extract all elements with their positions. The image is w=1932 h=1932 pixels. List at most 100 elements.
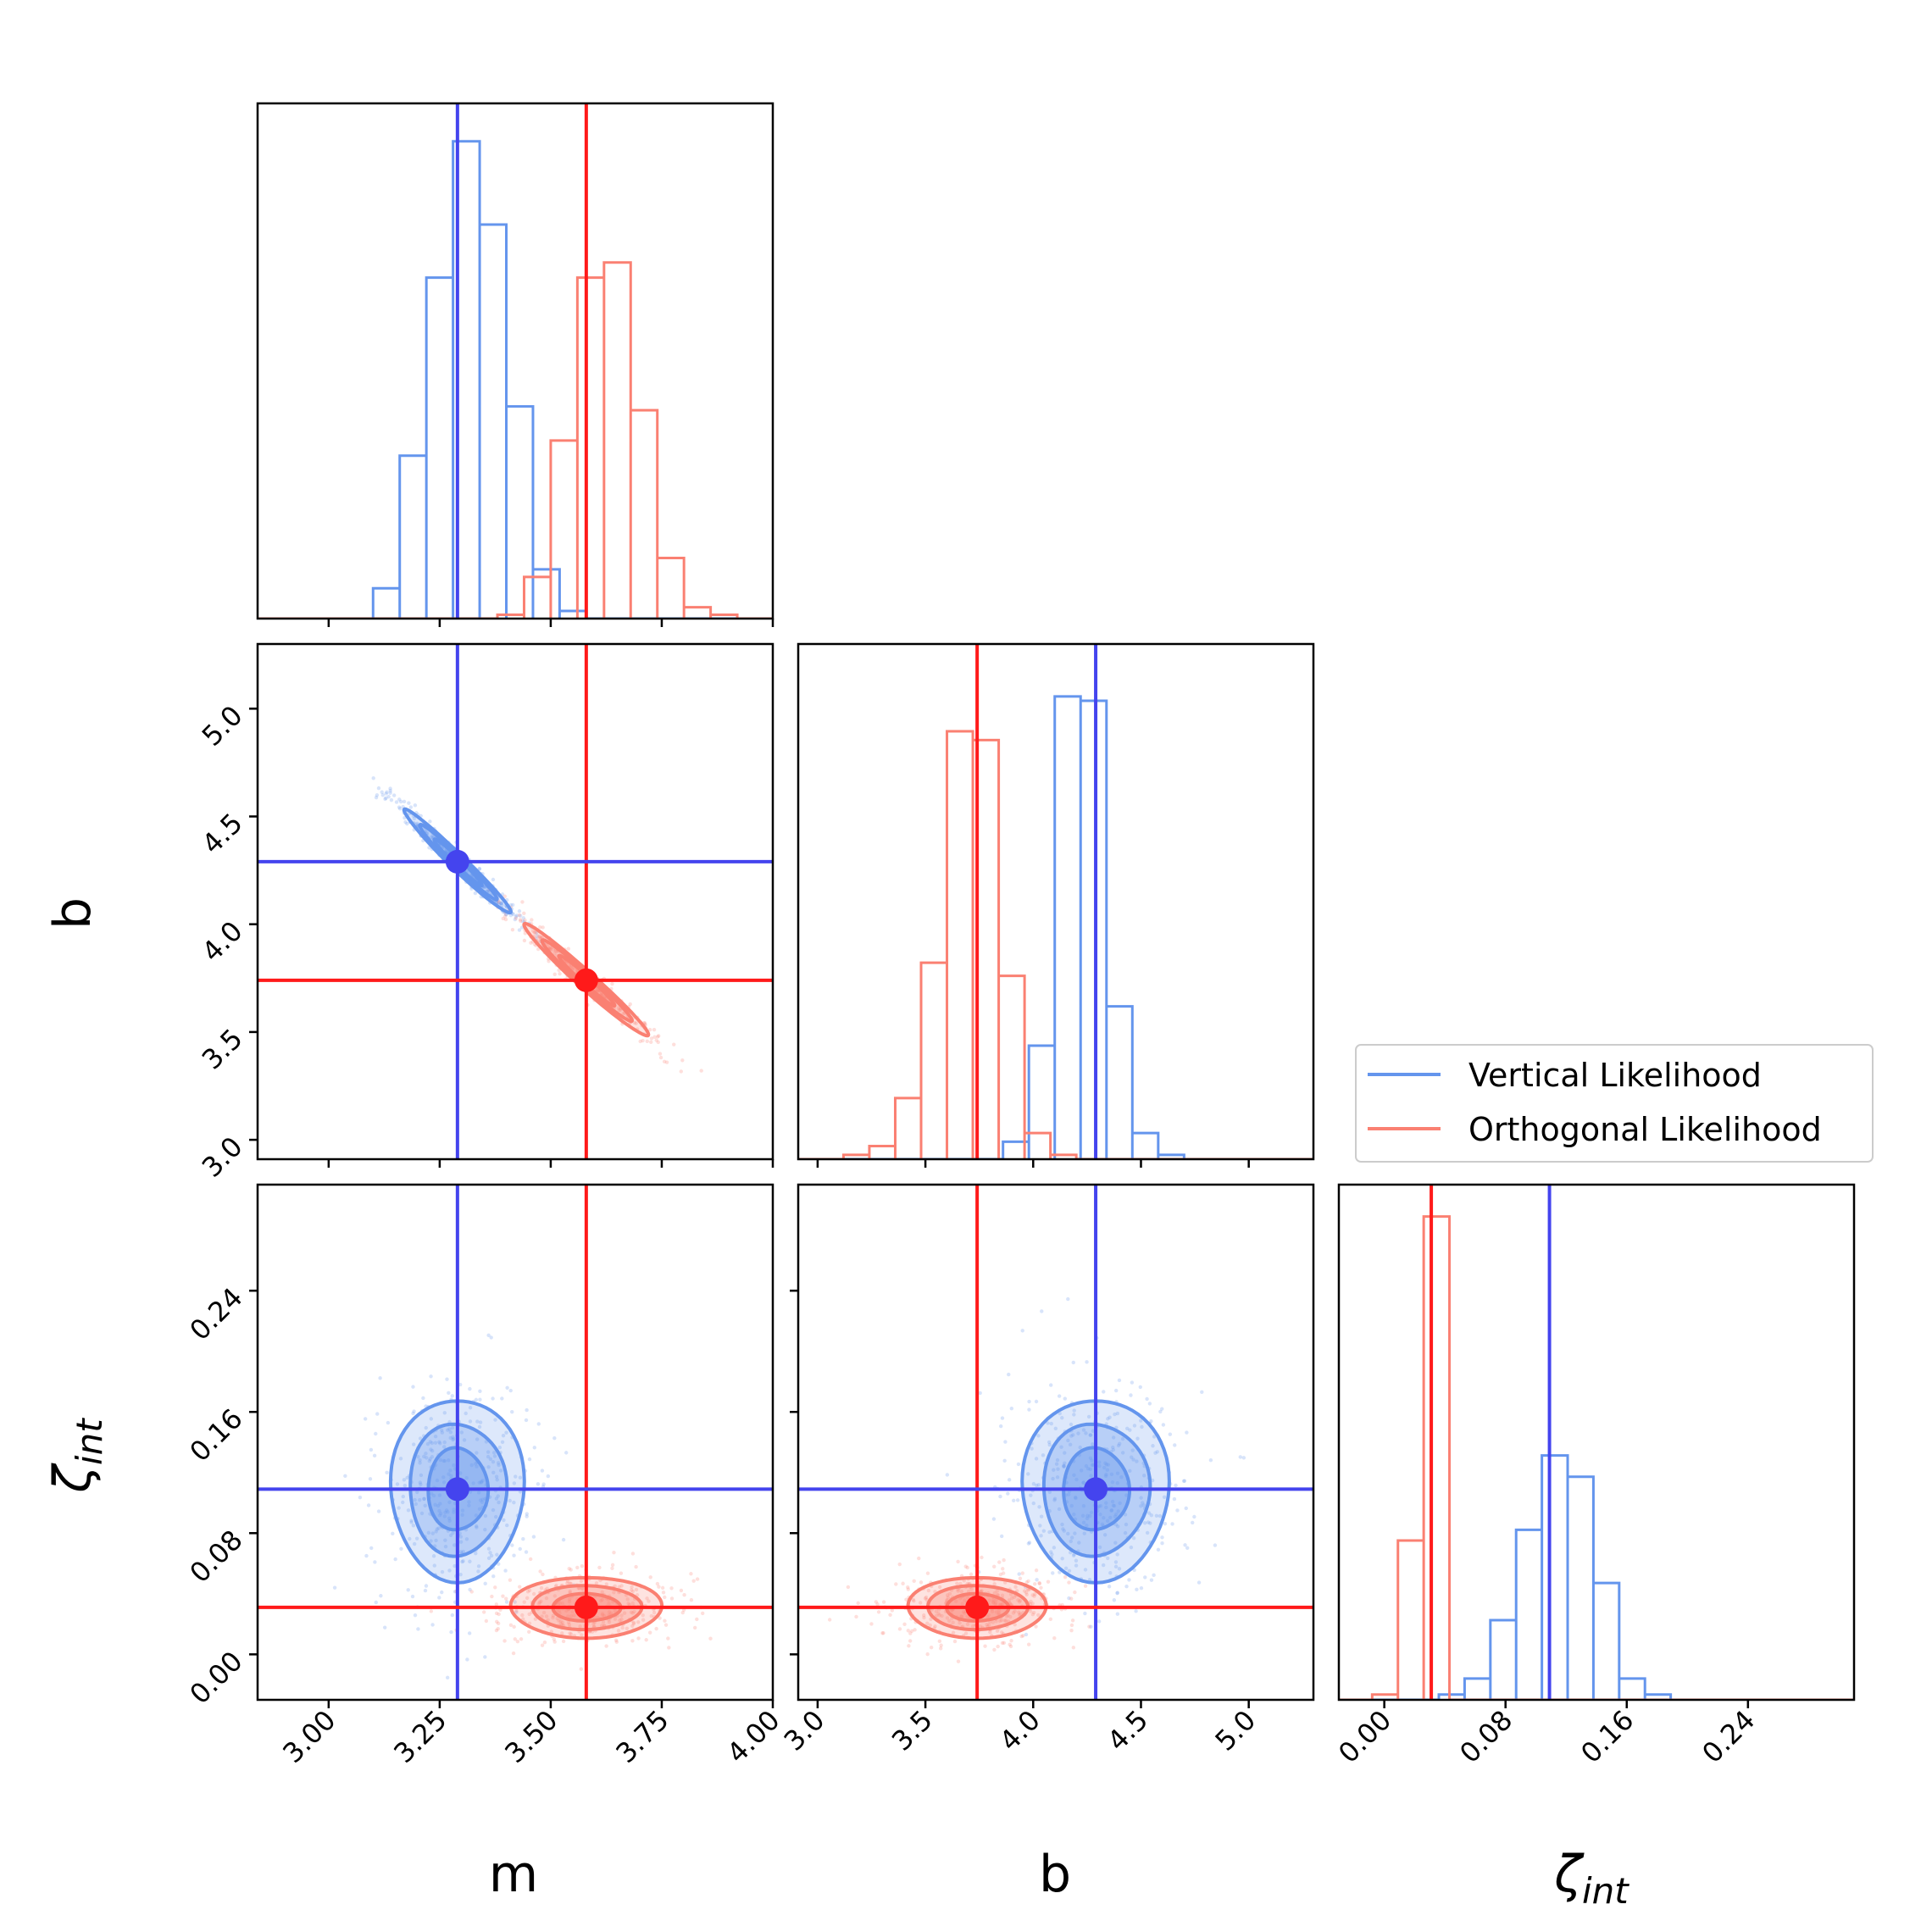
- sample-point: [423, 1503, 427, 1507]
- sample-point: [521, 1536, 525, 1541]
- sample-point: [488, 1551, 492, 1555]
- sample-point: [414, 1536, 419, 1541]
- sample-point: [1119, 1475, 1124, 1480]
- sample-point: [1046, 1440, 1052, 1445]
- sample-point: [658, 1052, 663, 1056]
- sample-point: [378, 1376, 382, 1380]
- panel-m-b: 3.0 3.5 4.0 4.5 5.0: [196, 642, 774, 1184]
- sample-point: [1071, 1433, 1075, 1437]
- sample-point: [612, 1551, 616, 1555]
- sample-point: [517, 913, 522, 918]
- sample-point: [669, 1596, 675, 1601]
- sample-point: [422, 1496, 426, 1501]
- sample-point: [1067, 1596, 1071, 1601]
- sample-point: [1086, 1414, 1091, 1419]
- sample-point: [1039, 1534, 1043, 1538]
- sample-point: [580, 1586, 585, 1591]
- sample-point: [647, 1027, 652, 1032]
- x-tick-label-m: 3.25: [387, 1704, 452, 1769]
- sample-point: [1085, 1513, 1090, 1518]
- sample-point: [691, 1579, 696, 1583]
- sample-point: [601, 1620, 606, 1624]
- sample-point: [374, 1600, 378, 1605]
- sample-point: [434, 1538, 438, 1543]
- sample-point: [630, 1639, 635, 1643]
- sample-point: [1124, 1585, 1129, 1589]
- sample-point: [1080, 1513, 1085, 1518]
- sample-point: [614, 1640, 619, 1644]
- sample-point: [374, 1431, 378, 1436]
- sample-point: [1106, 1417, 1110, 1421]
- sample-point: [402, 1478, 407, 1482]
- hist-b-vertical-likelihood: [798, 695, 1313, 1159]
- sample-point: [492, 1454, 497, 1458]
- sample-point: [558, 1601, 562, 1606]
- sample-point: [913, 1628, 917, 1632]
- sample-point: [1036, 1434, 1041, 1438]
- sample-point: [616, 1629, 621, 1633]
- sample-point: [498, 1468, 503, 1473]
- sample-point: [458, 1535, 464, 1539]
- sample-point: [1113, 1514, 1118, 1518]
- sample-point: [1115, 1591, 1119, 1596]
- sample-point: [524, 1550, 529, 1554]
- sample-point: [1060, 1557, 1064, 1561]
- sample-point: [477, 1424, 482, 1430]
- sample-point: [1037, 1505, 1041, 1509]
- sample-point: [936, 1612, 941, 1616]
- sample-point: [1069, 1539, 1073, 1544]
- sample-point: [1113, 1560, 1119, 1564]
- sample-point: [949, 1607, 954, 1613]
- sample-point: [1116, 1524, 1120, 1529]
- sample-point: [580, 1563, 585, 1568]
- sample-point: [461, 1559, 465, 1563]
- sample-point: [449, 1629, 453, 1635]
- sample-point: [450, 1425, 455, 1430]
- sample-point: [924, 1595, 929, 1600]
- sample-point: [1028, 1609, 1033, 1613]
- sample-point: [415, 821, 419, 826]
- sample-point: [1241, 1456, 1246, 1460]
- sample-point: [1096, 1619, 1102, 1624]
- sample-point: [535, 934, 540, 938]
- sample-point: [500, 1440, 505, 1444]
- sample-point: [436, 1503, 441, 1508]
- sample-point: [435, 1527, 439, 1531]
- sample-point: [662, 1059, 667, 1064]
- sample-point: [880, 1631, 885, 1635]
- sample-point: [925, 1652, 930, 1657]
- sample-point: [511, 912, 515, 917]
- sample-point: [481, 1610, 486, 1614]
- sample-point: [501, 1594, 505, 1598]
- sample-point: [447, 1518, 452, 1524]
- sample-point: [1069, 1422, 1074, 1427]
- sample-point: [460, 1508, 465, 1513]
- sample-point: [1026, 1579, 1030, 1584]
- sample-point: [630, 1552, 636, 1556]
- sample-point: [569, 1613, 574, 1618]
- sample-point: [906, 1587, 911, 1591]
- sample-point: [398, 1457, 403, 1461]
- sample-point: [940, 1613, 944, 1618]
- sample-point: [401, 1500, 405, 1505]
- sample-point: [442, 1440, 447, 1445]
- sample-point: [449, 1474, 453, 1479]
- sample-point: [1083, 1568, 1088, 1572]
- sample-point: [649, 1036, 654, 1041]
- sample-point: [1048, 1617, 1053, 1622]
- sample-point: [544, 1596, 549, 1601]
- sample-point: [645, 1596, 649, 1601]
- sample-point: [388, 786, 392, 791]
- sample-point: [652, 1610, 657, 1615]
- sample-point: [1174, 1483, 1178, 1488]
- sample-point: [1034, 1399, 1039, 1404]
- sample-point: [440, 1430, 445, 1435]
- sample-point: [517, 928, 522, 932]
- sample-point: [1062, 1464, 1066, 1468]
- sample-point: [541, 1485, 546, 1489]
- sample-point: [951, 1620, 955, 1625]
- sample-point: [1066, 1492, 1071, 1496]
- sample-point: [679, 1588, 684, 1593]
- sample-point: [409, 1518, 414, 1523]
- sample-point: [906, 1629, 910, 1633]
